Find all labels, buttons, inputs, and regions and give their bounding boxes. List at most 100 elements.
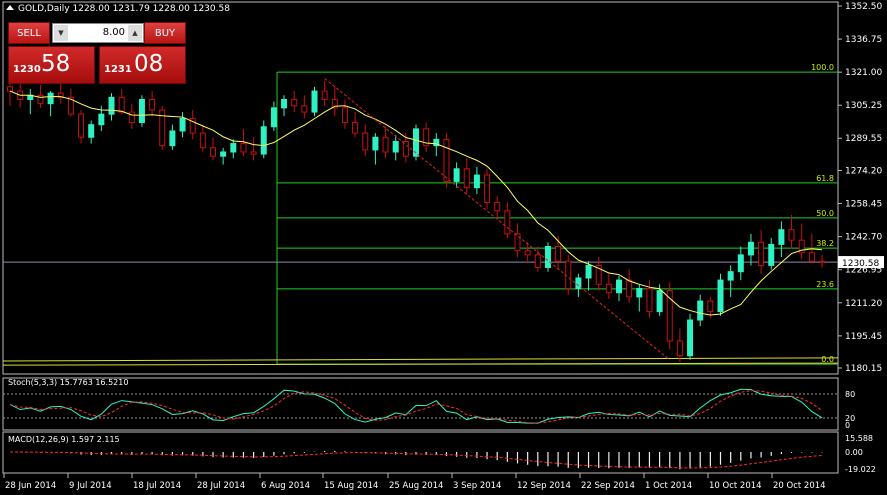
lot-size-input[interactable] bbox=[71, 25, 125, 39]
bull-candle bbox=[737, 254, 744, 273]
macd-scale-label: 0.00 bbox=[845, 448, 863, 457]
main-panel-frame bbox=[2, 1, 839, 375]
bull-candle bbox=[778, 229, 785, 245]
bear-candle bbox=[291, 98, 298, 107]
bear-candle bbox=[565, 260, 572, 290]
bear-candle bbox=[159, 109, 166, 147]
stoch-panel-frame bbox=[2, 377, 839, 431]
bull-candle bbox=[656, 290, 663, 313]
price-label: 1305.25 bbox=[845, 101, 882, 111]
bear-candle bbox=[352, 122, 359, 134]
bull-candle bbox=[179, 117, 186, 132]
bear-candle bbox=[626, 279, 633, 298]
bear-candle bbox=[210, 147, 216, 157]
stoch-label: Stoch(5,3,3) 15.7763 16.5210 bbox=[8, 378, 128, 387]
stoch-main-line bbox=[9, 388, 823, 424]
macd-signal-line bbox=[9, 451, 823, 469]
lot-decrease-icon[interactable]: ▼ bbox=[54, 25, 68, 41]
bear-candle bbox=[819, 260, 825, 263]
price-label: 1352.50 bbox=[845, 2, 882, 12]
fib-level-label: 61.8 bbox=[816, 174, 834, 183]
price-label: 1274.20 bbox=[845, 166, 882, 176]
bull-candle bbox=[392, 140, 399, 153]
bull-candle bbox=[697, 300, 704, 321]
bear-candle bbox=[78, 113, 85, 138]
bull-candle bbox=[108, 96, 115, 115]
trend-line-base bbox=[2, 362, 839, 366]
one-click-trading-panel: SELL ▼ ▲ BUY 1230 58 1231 08 bbox=[8, 22, 186, 84]
stoch-signal-line bbox=[9, 390, 823, 424]
macd-panel-frame bbox=[2, 431, 839, 474]
bull-candle bbox=[616, 279, 622, 294]
date-label: 9 Jul 2014 bbox=[69, 481, 112, 491]
bull-candle bbox=[453, 168, 460, 182]
bull-candle bbox=[138, 98, 145, 124]
price-label: 1242.70 bbox=[845, 233, 882, 243]
bid-price-major: 1230 bbox=[13, 64, 41, 75]
bull-candle bbox=[717, 279, 724, 313]
macd-label: MACD(12,26,9) 1.597 2.115 bbox=[8, 435, 120, 444]
dashed-trend-line bbox=[324, 78, 671, 361]
fib-level-label: 100.0 bbox=[811, 63, 834, 72]
lot-increase-icon[interactable]: ▲ bbox=[128, 25, 142, 41]
moving-average-line bbox=[9, 90, 823, 316]
bear-candle bbox=[321, 90, 328, 100]
sell-button[interactable]: SELL bbox=[8, 22, 50, 44]
bear-candle bbox=[707, 300, 714, 313]
bull-candle bbox=[636, 288, 643, 298]
bull-candle bbox=[413, 128, 419, 157]
bear-candle bbox=[7, 86, 13, 92]
bear-candle bbox=[423, 128, 430, 147]
price-label: 1289.55 bbox=[845, 134, 882, 144]
bear-candle bbox=[676, 340, 683, 357]
bear-candle bbox=[199, 132, 206, 149]
buy-button[interactable]: BUY bbox=[144, 22, 186, 44]
lot-size-control: ▼ ▲ bbox=[52, 23, 144, 43]
date-label: 22 Sep 2014 bbox=[581, 481, 635, 491]
trend-line-lower bbox=[2, 357, 839, 362]
date-label: 10 Oct 2014 bbox=[709, 481, 762, 491]
bear-candle bbox=[240, 143, 247, 153]
bull-candle bbox=[585, 264, 592, 279]
bear-candle bbox=[555, 245, 562, 262]
fib-level-label: 50.0 bbox=[816, 209, 834, 218]
ask-price-major: 1231 bbox=[104, 64, 132, 75]
bear-candle bbox=[118, 96, 125, 113]
date-label: 15 Aug 2014 bbox=[324, 481, 378, 491]
date-label: 28 Jun 2014 bbox=[5, 481, 56, 491]
bear-candle bbox=[524, 250, 531, 256]
bull-candle bbox=[47, 92, 54, 105]
bear-candle bbox=[189, 117, 196, 134]
price-label: 1195.45 bbox=[845, 332, 882, 342]
bear-candle bbox=[788, 229, 795, 241]
ask-price-box[interactable]: 1231 08 bbox=[99, 46, 186, 84]
bear-candle bbox=[331, 98, 338, 109]
bull-candle bbox=[260, 126, 267, 155]
bull-candle bbox=[311, 90, 318, 113]
bear-candle bbox=[402, 140, 409, 157]
bull-candle bbox=[169, 130, 176, 147]
date-label: 25 Aug 2014 bbox=[389, 481, 443, 491]
bear-candle bbox=[443, 138, 450, 182]
bid-price-pips: 58 bbox=[41, 51, 71, 77]
bear-candle bbox=[67, 96, 74, 115]
price-label: 1336.75 bbox=[845, 35, 882, 45]
bear-candle bbox=[595, 264, 602, 285]
bear-candle bbox=[149, 98, 156, 111]
date-label: 20 Oct 2014 bbox=[773, 481, 826, 491]
bear-candle bbox=[382, 136, 389, 153]
bull-candle bbox=[575, 277, 582, 290]
bull-candle bbox=[88, 124, 95, 138]
current-price-tag bbox=[838, 256, 884, 269]
bear-candle bbox=[514, 233, 521, 252]
bid-price-box[interactable]: 1230 58 bbox=[8, 46, 95, 84]
bear-candle bbox=[808, 252, 815, 262]
ask-price-pips: 08 bbox=[134, 51, 164, 77]
stoch-scale-label: 80 bbox=[845, 390, 855, 399]
bull-candle bbox=[98, 113, 105, 126]
macd-scale-label: -19.022 bbox=[845, 465, 876, 474]
macd-scale-label: 15.588 bbox=[845, 434, 873, 443]
stoch-scale-label: 0 bbox=[845, 421, 850, 430]
fib-level-label: 23.6 bbox=[816, 280, 834, 289]
